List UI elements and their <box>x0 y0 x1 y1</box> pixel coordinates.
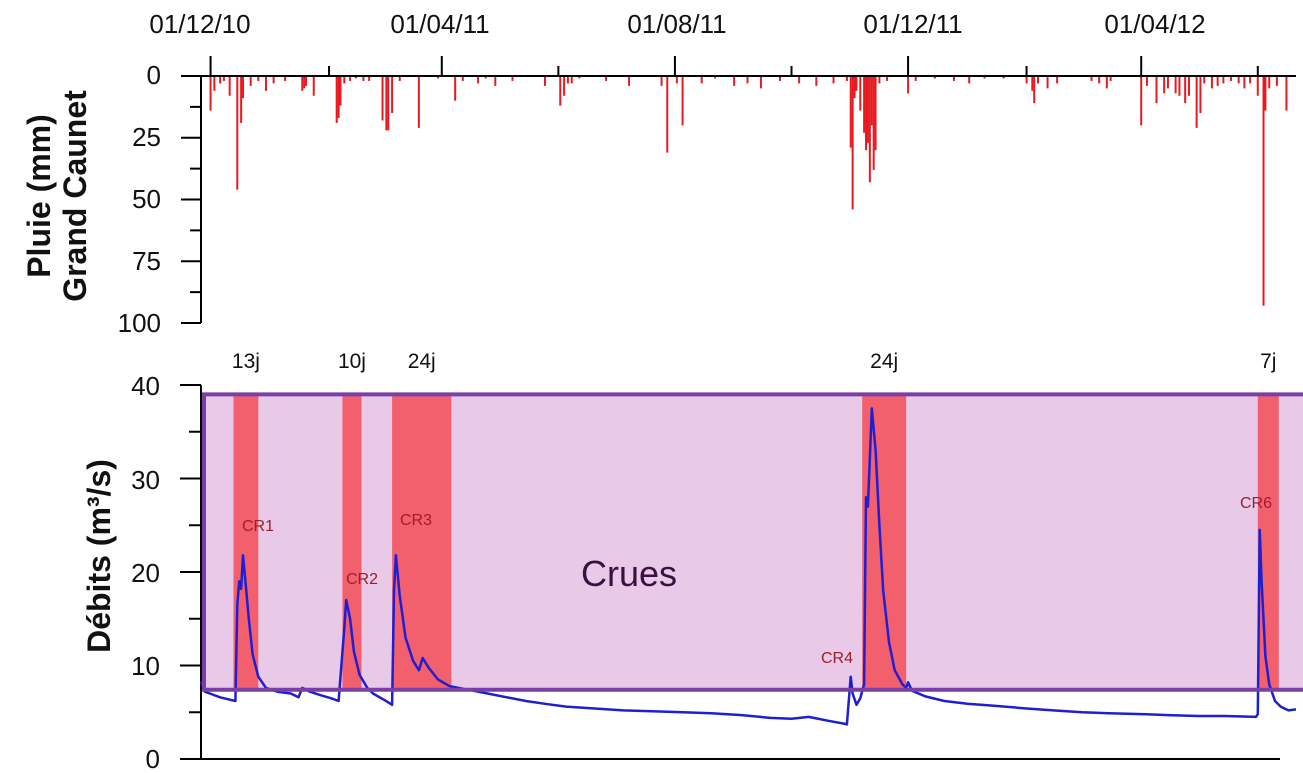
flood-period-label: CR2 <box>346 571 378 588</box>
flood-duration-label: 24j <box>408 350 436 373</box>
flood-period-bar <box>392 394 452 690</box>
flood-period-labels: 13j CR1 10j CR2 24j CR3 24j CR4 7j CR6 <box>232 350 1277 667</box>
discharge-ytick-label: 30 <box>131 465 160 495</box>
discharge-series-line <box>199 407 1297 726</box>
flood-band-border <box>202 392 1303 692</box>
discharge-ytick-label: 10 <box>131 651 160 681</box>
rain-ytick-label: 25 <box>132 122 161 152</box>
flood-period-label: CR3 <box>400 512 432 529</box>
flood-band <box>204 394 1303 690</box>
flood-period-bar <box>342 394 362 690</box>
discharge-ylabel: Débits (m³/s) <box>81 459 117 653</box>
flood-duration-label: 13j <box>232 350 260 373</box>
rain-ytick-label: 0 <box>147 60 161 90</box>
flood-period-label: CR4 <box>821 650 853 667</box>
rain-ytick-label: 75 <box>132 246 161 276</box>
flood-period-bar <box>862 394 907 690</box>
date-tick-label: 01/12/11 <box>863 9 962 39</box>
flood-band-label: Crues <box>581 553 677 594</box>
discharge-line <box>199 407 1297 726</box>
rain-ytick-label: 100 <box>118 308 161 338</box>
flood-duration-label: 7j <box>1260 350 1276 373</box>
rain-panel: Pluie (mm) Grand Caunet 0 25 50 75 100 <box>21 56 1296 338</box>
discharge-panel: Débits (m³/s) 40 30 20 10 0 13j CR1 10j CR2… <box>81 350 1303 773</box>
discharge-axes <box>180 384 1280 760</box>
date-tick-label: 01/04/12 <box>1104 9 1205 39</box>
rain-ylabel-line1: Pluie (mm) <box>21 114 57 278</box>
flood-period-label: CR1 <box>242 518 274 535</box>
date-tick-label: 01/08/11 <box>627 9 726 39</box>
discharge-ytick-label: 40 <box>131 371 160 401</box>
rain-bars <box>209 77 1288 306</box>
rain-ytick-label: 50 <box>132 184 161 214</box>
flood-period-label: CR6 <box>1240 495 1272 512</box>
rain-ylabel-line2: Grand Caunet <box>57 90 93 302</box>
flood-duration-label: 24j <box>870 350 898 373</box>
date-tick-label: 01/04/11 <box>390 9 489 39</box>
discharge-ytick-label: 20 <box>131 558 160 588</box>
flood-duration-label: 10j <box>338 350 366 373</box>
discharge-ytick-label: 0 <box>146 744 160 773</box>
date-tick-label: 01/12/10 <box>149 9 250 39</box>
date-axis-labels: 01/12/10 01/04/11 01/08/11 01/12/11 01/0… <box>149 9 1205 39</box>
flood-band-area <box>204 394 1303 690</box>
rain-axes <box>181 56 1296 324</box>
